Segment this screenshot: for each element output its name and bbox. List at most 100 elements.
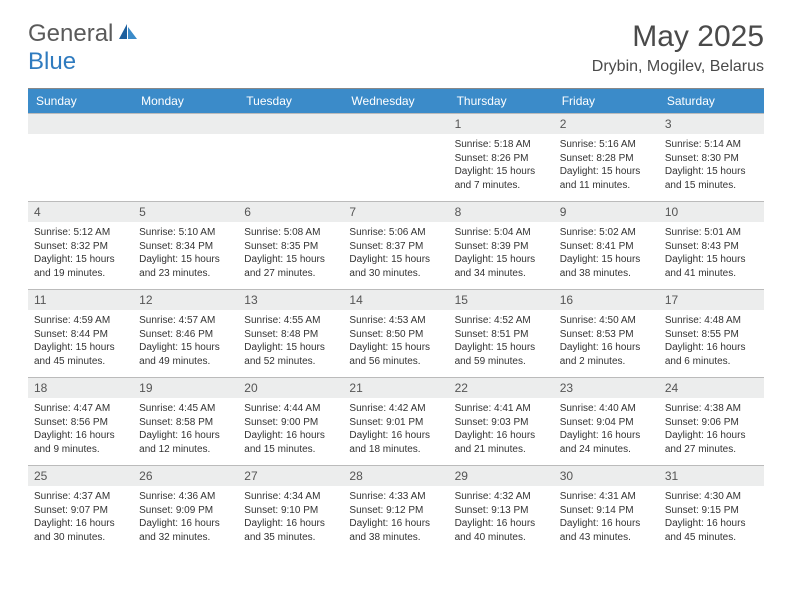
- day-number: 30: [554, 465, 659, 486]
- daylight-line: Daylight: 15 hours and 41 minutes.: [665, 253, 758, 280]
- sunrise-line: Sunrise: 5:18 AM: [455, 138, 548, 152]
- sunset-line: Sunset: 8:28 PM: [560, 152, 653, 166]
- calendar-day-cell: 17Sunrise: 4:48 AMSunset: 8:55 PMDayligh…: [659, 289, 764, 377]
- calendar-day-cell: 9Sunrise: 5:02 AMSunset: 8:41 PMDaylight…: [554, 201, 659, 289]
- calendar-week-row: 18Sunrise: 4:47 AMSunset: 8:56 PMDayligh…: [28, 377, 764, 465]
- day-body: Sunrise: 4:31 AMSunset: 9:14 PMDaylight:…: [554, 486, 659, 548]
- daylight-line: Daylight: 16 hours and 12 minutes.: [139, 429, 232, 456]
- daylight-line: Daylight: 16 hours and 30 minutes.: [34, 517, 127, 544]
- logo-text-blue: Blue: [28, 48, 76, 75]
- sunset-line: Sunset: 8:56 PM: [34, 416, 127, 430]
- day-number: 17: [659, 289, 764, 310]
- sunset-line: Sunset: 9:00 PM: [244, 416, 337, 430]
- day-body: Sunrise: 5:06 AMSunset: 8:37 PMDaylight:…: [343, 222, 448, 284]
- day-number: 3: [659, 113, 764, 134]
- day-body: Sunrise: 4:41 AMSunset: 9:03 PMDaylight:…: [449, 398, 554, 460]
- logo-text-general: General: [28, 20, 113, 48]
- sunset-line: Sunset: 8:50 PM: [349, 328, 442, 342]
- day-body: Sunrise: 4:38 AMSunset: 9:06 PMDaylight:…: [659, 398, 764, 460]
- sunset-line: Sunset: 8:37 PM: [349, 240, 442, 254]
- daylight-line: Daylight: 16 hours and 45 minutes.: [665, 517, 758, 544]
- calendar-day-cell: 14 Sunrise: 4:53 AMSunset: 8:50 PMDayligh…: [343, 289, 448, 377]
- daylight-line: Daylight: 15 hours and 34 minutes.: [455, 253, 548, 280]
- sunset-line: Sunset: 9:10 PM: [244, 504, 337, 518]
- day-number: 25: [28, 465, 133, 486]
- daylight-line: Daylight: 15 hours and 30 minutes.: [349, 253, 442, 280]
- day-body: Sunrise: 4:42 AMSunset: 9:01 PMDaylight:…: [343, 398, 448, 460]
- calendar-day-cell: 12Sunrise: 4:57 AMSunset: 8:46 PMDayligh…: [133, 289, 238, 377]
- sunset-line: Sunset: 8:46 PM: [139, 328, 232, 342]
- day-number: 23: [554, 377, 659, 398]
- daylight-line: Daylight: 15 hours and 52 minutes.: [244, 341, 337, 368]
- calendar-day-cell: 7Sunrise: 5:06 AMSunset: 8:37 PMDaylight…: [343, 201, 448, 289]
- sunset-line: Sunset: 9:07 PM: [34, 504, 127, 518]
- sunrise-line: Sunrise: 5:14 AM: [665, 138, 758, 152]
- calendar-day-cell: [343, 113, 448, 201]
- daylight-line: Daylight: 15 hours and 45 minutes.: [34, 341, 127, 368]
- day-number: 22: [449, 377, 554, 398]
- day-body: Sunrise: 5:16 AMSunset: 8:28 PMDaylight:…: [554, 134, 659, 196]
- sunset-line: Sunset: 9:03 PM: [455, 416, 548, 430]
- day-number: 14: [343, 289, 448, 310]
- sunset-line: Sunset: 8:41 PM: [560, 240, 653, 254]
- calendar-day-cell: 20Sunrise: 4:44 AMSunset: 9:00 PMDayligh…: [238, 377, 343, 465]
- daylight-line: Daylight: 15 hours and 27 minutes.: [244, 253, 337, 280]
- daylight-line: Daylight: 16 hours and 43 minutes.: [560, 517, 653, 544]
- sunset-line: Sunset: 8:43 PM: [665, 240, 758, 254]
- sunrise-line: Sunrise: 4:44 AM: [244, 402, 337, 416]
- day-number: 10: [659, 201, 764, 222]
- day-number: 21: [343, 377, 448, 398]
- day-body: Sunrise: 5:12 AMSunset: 8:32 PMDaylight:…: [28, 222, 133, 284]
- weekday-header: Tuesday: [238, 89, 343, 114]
- calendar-day-cell: 6Sunrise: 5:08 AMSunset: 8:35 PMDaylight…: [238, 201, 343, 289]
- day-number-empty: [133, 113, 238, 134]
- calendar-day-cell: 2Sunrise: 5:16 AMSunset: 8:28 PMDaylight…: [554, 113, 659, 201]
- sunset-line: Sunset: 9:06 PM: [665, 416, 758, 430]
- daylight-line: Daylight: 16 hours and 2 minutes.: [560, 341, 653, 368]
- calendar-day-cell: 28Sunrise: 4:33 AMSunset: 9:12 PMDayligh…: [343, 465, 448, 553]
- weekday-header: Thursday: [449, 89, 554, 114]
- calendar-table: SundayMondayTuesdayWednesdayThursdayFrid…: [28, 88, 764, 553]
- calendar-day-cell: 22Sunrise: 4:41 AMSunset: 9:03 PMDayligh…: [449, 377, 554, 465]
- day-body: Sunrise: 4:37 AMSunset: 9:07 PMDaylight:…: [28, 486, 133, 548]
- day-body: Sunrise: 4:33 AMSunset: 9:12 PMDaylight:…: [343, 486, 448, 548]
- sunrise-line: Sunrise: 5:04 AM: [455, 226, 548, 240]
- day-body: Sunrise: 4:32 AMSunset: 9:13 PMDaylight:…: [449, 486, 554, 548]
- day-number: 20: [238, 377, 343, 398]
- day-number: 5: [133, 201, 238, 222]
- daylight-line: Daylight: 16 hours and 40 minutes.: [455, 517, 548, 544]
- day-number: 15: [449, 289, 554, 310]
- sunrise-line: Sunrise: 4:41 AM: [455, 402, 548, 416]
- weekday-header: Saturday: [659, 89, 764, 114]
- calendar-day-cell: 30Sunrise: 4:31 AMSunset: 9:14 PMDayligh…: [554, 465, 659, 553]
- sunrise-line: Sunrise: 4:45 AM: [139, 402, 232, 416]
- day-number: 11: [28, 289, 133, 310]
- sunrise-line: Sunrise: 5:01 AM: [665, 226, 758, 240]
- sunrise-line: Sunrise: 5:06 AM: [349, 226, 442, 240]
- calendar-day-cell: 29Sunrise: 4:32 AMSunset: 9:13 PMDayligh…: [449, 465, 554, 553]
- daylight-line: Daylight: 15 hours and 19 minutes.: [34, 253, 127, 280]
- calendar-day-cell: 16Sunrise: 4:50 AMSunset: 8:53 PMDayligh…: [554, 289, 659, 377]
- calendar-week-row: 4Sunrise: 5:12 AMSunset: 8:32 PMDaylight…: [28, 201, 764, 289]
- daylight-line: Daylight: 15 hours and 15 minutes.: [665, 165, 758, 192]
- sunset-line: Sunset: 9:01 PM: [349, 416, 442, 430]
- day-body: Sunrise: 4:55 AMSunset: 8:48 PMDaylight:…: [238, 310, 343, 372]
- calendar-day-cell: 8Sunrise: 5:04 AMSunset: 8:39 PMDaylight…: [449, 201, 554, 289]
- daylight-line: Daylight: 15 hours and 56 minutes.: [349, 341, 442, 368]
- day-number: 6: [238, 201, 343, 222]
- logo-sail-icon: [117, 22, 139, 47]
- day-number: 28: [343, 465, 448, 486]
- day-number: 19: [133, 377, 238, 398]
- day-number: 18: [28, 377, 133, 398]
- sunrise-line: Sunrise: 4:53 AM: [349, 314, 442, 328]
- sunset-line: Sunset: 9:12 PM: [349, 504, 442, 518]
- calendar-week-row: 25Sunrise: 4:37 AMSunset: 9:07 PMDayligh…: [28, 465, 764, 553]
- weekday-header-row: SundayMondayTuesdayWednesdayThursdayFrid…: [28, 89, 764, 114]
- sunset-line: Sunset: 8:44 PM: [34, 328, 127, 342]
- sunrise-line: Sunrise: 4:57 AM: [139, 314, 232, 328]
- day-number: 8: [449, 201, 554, 222]
- day-body: Sunrise: 4:45 AMSunset: 8:58 PMDaylight:…: [133, 398, 238, 460]
- daylight-line: Daylight: 15 hours and 38 minutes.: [560, 253, 653, 280]
- daylight-line: Daylight: 16 hours and 21 minutes.: [455, 429, 548, 456]
- sunrise-line: Sunrise: 4:32 AM: [455, 490, 548, 504]
